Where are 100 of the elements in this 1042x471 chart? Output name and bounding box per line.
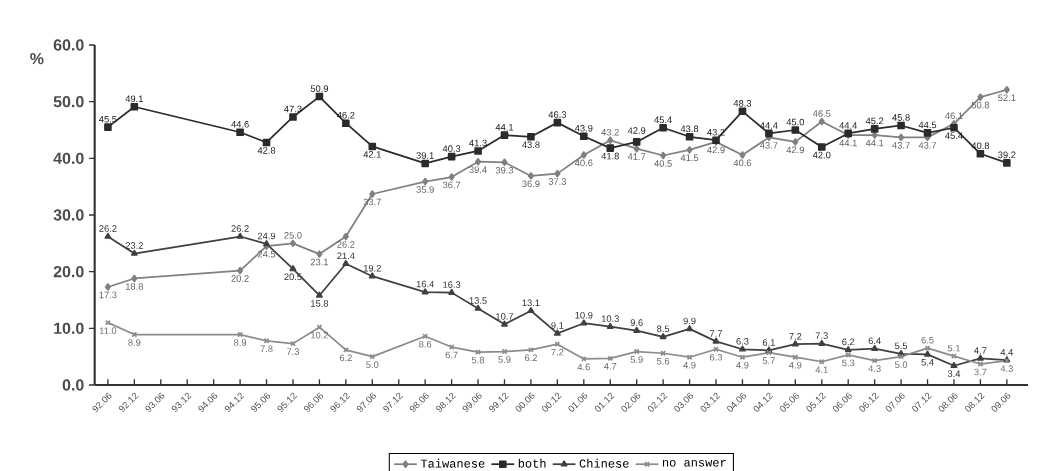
data-label: 6.7 xyxy=(445,351,458,359)
data-label: 16.4 xyxy=(416,280,434,288)
data-label: 37.3 xyxy=(548,178,567,185)
data-label: 45.2 xyxy=(865,117,884,125)
data-label: 7.7 xyxy=(710,330,723,337)
data-label: 39.3 xyxy=(495,166,514,174)
data-label: 42.9 xyxy=(786,146,804,154)
data-label: 5.7 xyxy=(762,357,775,364)
data-label: 42.9 xyxy=(707,146,725,154)
data-label: 43.7 xyxy=(760,142,778,149)
data-label: 9.6 xyxy=(630,319,643,326)
data-label: 48.3 xyxy=(733,100,752,107)
data-label: 4.3 xyxy=(1000,365,1013,372)
data-label: 6.5 xyxy=(921,336,934,344)
legend-label: no answer xyxy=(662,459,726,467)
data-label: 40.5 xyxy=(654,160,672,167)
data-label: 42.9 xyxy=(627,127,646,134)
data-label: 41.8 xyxy=(601,152,619,160)
data-label: 39.1 xyxy=(416,152,434,159)
data-label: 41.5 xyxy=(680,154,699,161)
data-label: 5.0 xyxy=(894,361,908,368)
data-label: 5.5 xyxy=(894,342,908,350)
data-label: 20.2 xyxy=(231,275,249,282)
data-label: 41.7 xyxy=(627,153,646,160)
data-label: 44.1 xyxy=(839,139,857,147)
data-label: 44.5 xyxy=(918,121,937,129)
y-tick-label: 20.0 xyxy=(53,266,84,278)
data-label: 45.5 xyxy=(99,115,117,123)
data-label: 10.2 xyxy=(311,331,329,339)
data-label: 24.9 xyxy=(257,232,276,240)
legend-label: Chinese xyxy=(579,458,629,468)
data-label: 46.5 xyxy=(812,110,831,117)
data-label: 7.3 xyxy=(286,348,300,355)
data-label: 5.8 xyxy=(471,356,485,364)
data-label: 16.3 xyxy=(443,281,461,288)
data-label: 3.7 xyxy=(974,368,987,376)
data-label: 19.2 xyxy=(363,264,381,272)
data-label: 36.7 xyxy=(442,181,461,189)
data-label: 45.0 xyxy=(786,118,805,126)
y-tick-label: 60.0 xyxy=(53,39,84,51)
data-label: 39.4 xyxy=(469,166,487,173)
data-label: 7.2 xyxy=(789,333,802,340)
y-tick-label: 10.0 xyxy=(54,322,84,334)
data-label: 8.9 xyxy=(234,339,247,346)
data-label: 25.0 xyxy=(284,232,302,239)
data-label: 8.9 xyxy=(128,339,141,346)
data-label: 42.0 xyxy=(812,151,831,159)
data-label: 9.9 xyxy=(683,317,696,325)
data-label: 23.1 xyxy=(310,258,329,266)
data-label: 6.4 xyxy=(868,337,881,345)
data-label: 49.1 xyxy=(125,95,143,103)
data-label: 4.7 xyxy=(974,347,987,354)
data-label: 44.6 xyxy=(231,121,249,128)
data-label: 5.3 xyxy=(842,359,855,367)
y-tick-label: 30.0 xyxy=(53,209,84,221)
data-label: 45.4 xyxy=(654,116,672,124)
legend-label: both xyxy=(518,458,546,468)
data-label: 46.3 xyxy=(548,111,567,118)
data-label: 9.1 xyxy=(551,322,564,329)
data-label: 6.2 xyxy=(524,354,537,362)
data-label: 4.9 xyxy=(789,361,802,369)
data-label: 43.9 xyxy=(574,124,593,132)
data-label: 10.3 xyxy=(601,315,619,322)
data-label: 42.8 xyxy=(257,147,276,154)
data-label: 3.4 xyxy=(947,370,961,377)
data-label: 40.6 xyxy=(574,159,593,167)
data-label: 6.2 xyxy=(842,338,855,346)
data-label: 4.9 xyxy=(736,361,749,369)
data-label: 43.7 xyxy=(892,142,910,149)
data-label: 4.6 xyxy=(577,363,590,371)
data-label: 7.3 xyxy=(815,332,828,339)
y-axis-title: % xyxy=(30,52,44,65)
data-label: 45.4 xyxy=(945,132,963,139)
data-label: 43.2 xyxy=(601,128,619,136)
data-label: 21.4 xyxy=(337,252,355,260)
data-label: 6.1 xyxy=(762,339,775,346)
data-label: 4.3 xyxy=(868,365,881,372)
data-label: 36.9 xyxy=(522,180,540,188)
data-label: 5.9 xyxy=(630,356,643,363)
data-label: 26.2 xyxy=(231,225,249,232)
data-label: 6.3 xyxy=(710,353,723,361)
data-label: 39.2 xyxy=(998,151,1016,159)
data-label: 47.3 xyxy=(284,105,302,113)
data-label: 4.9 xyxy=(683,361,696,369)
legend-label: Taiwanese xyxy=(420,458,485,468)
data-label: 44.4 xyxy=(839,122,858,129)
y-tick-label: 40.0 xyxy=(53,152,84,164)
data-label: 43.7 xyxy=(918,142,937,149)
data-label: 50.9 xyxy=(310,85,329,92)
data-label: 13.1 xyxy=(522,299,540,307)
data-label: 44.4 xyxy=(760,122,778,129)
data-label: 7.8 xyxy=(260,345,273,353)
data-label: 8.5 xyxy=(657,325,670,333)
data-label: 7.2 xyxy=(551,348,564,356)
data-label: 11.0 xyxy=(99,327,117,334)
data-label: 50.8 xyxy=(971,101,990,109)
data-label: 26.2 xyxy=(99,225,117,232)
data-label: 5.4 xyxy=(921,359,934,366)
y-tick-label: 0.0 xyxy=(62,379,84,391)
data-label: 43.8 xyxy=(522,141,540,149)
